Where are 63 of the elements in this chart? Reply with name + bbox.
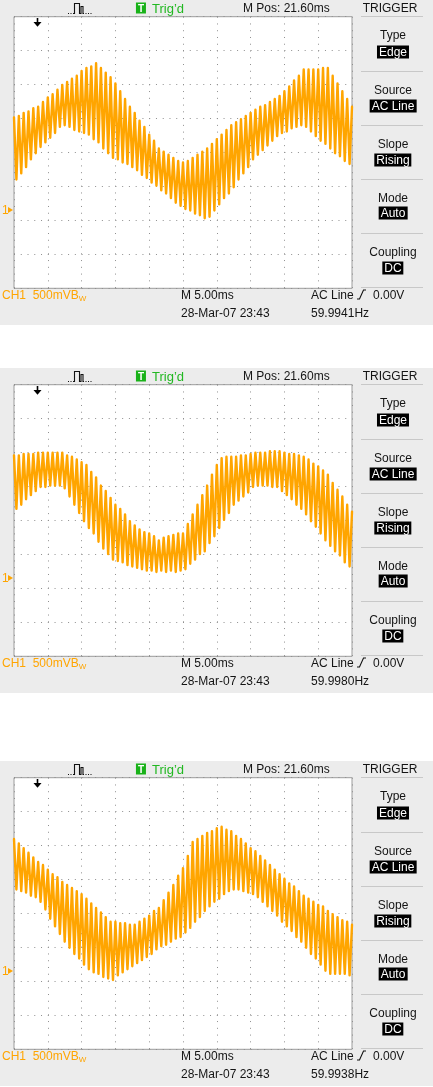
text: TRIGGER bbox=[362, 368, 418, 382]
text: 28-Mar-07 23:43 bbox=[181, 1066, 270, 1081]
text: Type bbox=[379, 27, 407, 42]
text: AC Line bbox=[369, 98, 417, 113]
text: T bbox=[135, 370, 147, 381]
text: Edge bbox=[376, 805, 410, 820]
text: Source bbox=[373, 82, 413, 97]
text: DC bbox=[382, 628, 404, 643]
text: M 5.00ms bbox=[181, 1048, 234, 1063]
text: 0.00V bbox=[373, 1048, 405, 1063]
text: AC Line bbox=[311, 655, 354, 670]
text: 1 bbox=[2, 570, 9, 584]
text: 28-Mar-07 23:43 bbox=[181, 673, 270, 688]
text: M Pos: 21.60ms bbox=[243, 761, 330, 775]
text: 28-Mar-07 23:43 bbox=[181, 305, 270, 320]
text: CH1 500mVB$_{W}$ bbox=[2, 655, 87, 671]
text: Coupling bbox=[369, 612, 417, 627]
text: 1 bbox=[2, 202, 9, 216]
text: AC Line bbox=[369, 466, 417, 481]
text: Edge bbox=[376, 44, 410, 59]
text: AC Line bbox=[311, 287, 354, 302]
text: Rising bbox=[374, 913, 412, 928]
text: Auto bbox=[378, 573, 408, 588]
text: Trig’d bbox=[152, 368, 185, 383]
text: Type bbox=[379, 788, 407, 803]
text: TRIGGER bbox=[362, 761, 418, 775]
text: Coupling bbox=[369, 1005, 417, 1020]
text: DC bbox=[382, 1021, 404, 1036]
text: TRIGGER bbox=[362, 0, 418, 14]
text: Rising bbox=[374, 152, 412, 167]
text: AC Line bbox=[369, 859, 417, 874]
text: 0.00V bbox=[373, 655, 405, 670]
text: Type bbox=[379, 395, 407, 410]
text: 59.9980Hz bbox=[311, 673, 370, 688]
text: Trig’d bbox=[152, 761, 185, 776]
text: Source bbox=[373, 450, 413, 465]
text: T bbox=[135, 763, 147, 774]
text: Trig’d bbox=[152, 0, 185, 15]
text: Coupling bbox=[369, 244, 417, 259]
text: Mode bbox=[377, 558, 409, 573]
text: Rising bbox=[374, 520, 412, 535]
text: M 5.00ms bbox=[181, 287, 234, 302]
text: CH1 500mVB$_{W}$ bbox=[2, 287, 87, 303]
text: Mode bbox=[377, 190, 409, 205]
text: M 5.00ms bbox=[181, 655, 234, 670]
text: AC Line bbox=[311, 1048, 354, 1063]
text: CH1 500mVB$_{W}$ bbox=[2, 1048, 87, 1064]
text: Auto bbox=[378, 205, 408, 220]
text: M Pos: 21.60ms bbox=[243, 0, 330, 14]
text: Mode bbox=[377, 951, 409, 966]
text: Source bbox=[373, 843, 413, 858]
text: Slope bbox=[377, 897, 409, 912]
text: Slope bbox=[377, 504, 409, 519]
text: 0.00V bbox=[373, 287, 405, 302]
text: Auto bbox=[378, 966, 408, 981]
text: DC bbox=[382, 260, 404, 275]
text: 59.9938Hz bbox=[311, 1066, 370, 1081]
text: T bbox=[135, 2, 147, 13]
text: 1 bbox=[2, 963, 9, 977]
text: M Pos: 21.60ms bbox=[243, 368, 330, 382]
text: Slope bbox=[377, 136, 409, 151]
text: Edge bbox=[376, 412, 410, 427]
text: 59.9941Hz bbox=[311, 305, 370, 320]
